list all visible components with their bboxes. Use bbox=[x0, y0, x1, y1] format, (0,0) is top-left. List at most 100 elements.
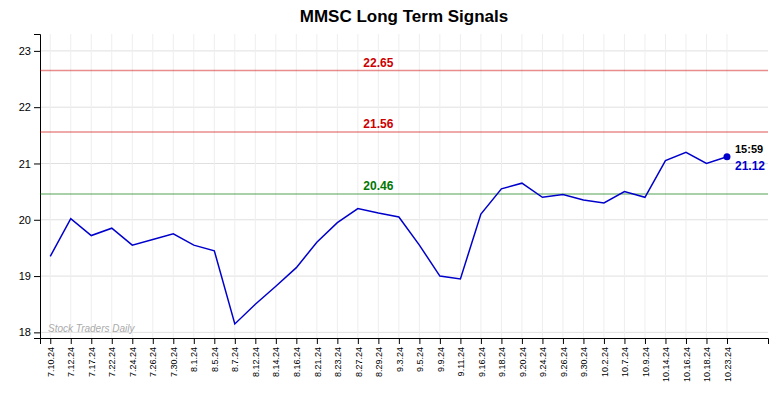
x-tick-mark bbox=[440, 338, 441, 344]
x-tick: 9.3.24 bbox=[395, 338, 405, 372]
grid-line-y bbox=[40, 219, 768, 220]
grid-line-x bbox=[132, 34, 133, 338]
grid-line-y bbox=[40, 276, 768, 277]
x-tick: 9.24.24 bbox=[538, 338, 548, 377]
x-tick: 8.14.24 bbox=[271, 338, 281, 377]
x-tick-mark bbox=[563, 338, 564, 344]
grid-line-x bbox=[542, 34, 543, 338]
grid-line-x bbox=[480, 34, 481, 338]
x-tick-mark bbox=[194, 338, 195, 344]
reference-line bbox=[40, 131, 768, 133]
y-tick: 23 bbox=[19, 45, 40, 57]
x-tick-mark bbox=[686, 338, 687, 344]
grid-line-x bbox=[70, 34, 71, 338]
grid-line-y bbox=[40, 332, 768, 333]
x-tick: 7.26.24 bbox=[148, 338, 158, 377]
x-tick-mark bbox=[296, 338, 297, 344]
grid-line-x bbox=[91, 34, 92, 338]
last-point bbox=[723, 153, 730, 160]
x-tick-mark bbox=[276, 338, 277, 344]
y-tick-label: 22 bbox=[19, 101, 31, 113]
x-tick: 8.1.24 bbox=[189, 338, 199, 372]
x-tick-label: 7.26.24 bbox=[148, 347, 158, 377]
x-tick: 9.9.24 bbox=[436, 338, 446, 372]
grid-line-x bbox=[439, 34, 440, 338]
x-tick: 7.12.24 bbox=[66, 338, 76, 377]
grid-line-x bbox=[398, 34, 399, 338]
x-tick-label: 9.26.24 bbox=[559, 347, 569, 377]
grid-line-x bbox=[111, 34, 112, 338]
x-tick: 8.29.24 bbox=[374, 338, 384, 377]
x-tick: 10.18.24 bbox=[702, 338, 712, 382]
x-tick-mark bbox=[112, 338, 113, 344]
grid-line-x bbox=[173, 34, 174, 338]
x-tick: 10.14.24 bbox=[661, 338, 671, 382]
y-tick-label: 19 bbox=[19, 270, 31, 282]
x-tick-mark bbox=[460, 338, 461, 344]
x-tick-label: 10.9.24 bbox=[641, 347, 651, 377]
x-tick: 7.22.24 bbox=[107, 338, 117, 377]
x-tick-mark bbox=[317, 338, 318, 344]
x-tick: 8.12.24 bbox=[251, 338, 261, 377]
x-tick-label: 10.23.24 bbox=[723, 347, 733, 382]
grid-line-y bbox=[40, 50, 768, 51]
last-time: 15:59 bbox=[735, 143, 763, 155]
grid-line-x bbox=[521, 34, 522, 338]
grid-line-x bbox=[726, 34, 727, 338]
x-tick-label: 8.21.24 bbox=[312, 347, 322, 377]
x-tick-label: 7.12.24 bbox=[66, 347, 76, 377]
x-tick: 8.7.24 bbox=[230, 338, 240, 372]
y-tick-mark bbox=[34, 276, 40, 277]
x-tick: 10.23.24 bbox=[723, 338, 733, 382]
x-tick-mark bbox=[358, 338, 359, 344]
x-tick: 7.30.24 bbox=[169, 338, 179, 377]
x-tick-label: 8.23.24 bbox=[333, 347, 343, 377]
reference-line bbox=[40, 193, 768, 195]
x-tick: 7.24.24 bbox=[128, 338, 138, 377]
x-tick-mark bbox=[481, 338, 482, 344]
watermark: Stock Traders Daily bbox=[48, 323, 136, 334]
x-tick-label: 8.5.24 bbox=[210, 347, 220, 372]
x-tick: 9.30.24 bbox=[579, 338, 589, 377]
marks bbox=[40, 71, 768, 324]
x-tick-label: 7.24.24 bbox=[128, 347, 138, 377]
grid-line-x bbox=[624, 34, 625, 338]
x-tick-mark bbox=[71, 338, 72, 344]
x-tick-label: 9.18.24 bbox=[497, 347, 507, 377]
y-tick-label: 23 bbox=[19, 45, 31, 57]
grid-line-y bbox=[40, 107, 768, 108]
x-tick: 8.23.24 bbox=[333, 338, 343, 377]
grid-line-x bbox=[603, 34, 604, 338]
reference-label: 21.56 bbox=[363, 117, 393, 131]
grid-line-x bbox=[193, 34, 194, 338]
x-tick-mark bbox=[91, 338, 92, 344]
grid-line-x bbox=[316, 34, 317, 338]
x-tick-label: 9.11.24 bbox=[456, 347, 466, 376]
x-axis-line bbox=[41, 339, 769, 345]
title: MMSC Long Term Signals bbox=[300, 7, 508, 26]
grid-line-x bbox=[706, 34, 707, 338]
grid-line-x bbox=[50, 34, 51, 338]
x-tick-label: 10.7.24 bbox=[620, 347, 630, 377]
x-tick-label: 9.3.24 bbox=[395, 347, 405, 372]
x-tick: 8.27.24 bbox=[354, 338, 364, 377]
x-tick-mark bbox=[665, 338, 666, 344]
x-tick-label: 8.12.24 bbox=[251, 347, 261, 377]
y-tick: 20 bbox=[19, 214, 40, 226]
x-tick-mark bbox=[378, 338, 379, 344]
x-tick-label: 8.7.24 bbox=[230, 347, 240, 372]
y-tick-mark bbox=[34, 163, 40, 164]
x-tick-mark bbox=[235, 338, 236, 344]
x-tick: 8.21.24 bbox=[312, 338, 322, 377]
x-tick-label: 8.1.24 bbox=[189, 347, 199, 372]
x-tick-label: 8.29.24 bbox=[374, 347, 384, 377]
x-tick-mark bbox=[255, 338, 256, 344]
x-tick-label: 10.16.24 bbox=[682, 347, 692, 382]
grid-line-x bbox=[460, 34, 461, 338]
x-tick-mark bbox=[706, 338, 707, 344]
grid-line-x bbox=[665, 34, 666, 338]
grid-line-x bbox=[152, 34, 153, 338]
x-tick-label: 7.30.24 bbox=[169, 347, 179, 377]
x-tick: 9.26.24 bbox=[559, 338, 569, 377]
y-tick-mark bbox=[34, 332, 40, 333]
